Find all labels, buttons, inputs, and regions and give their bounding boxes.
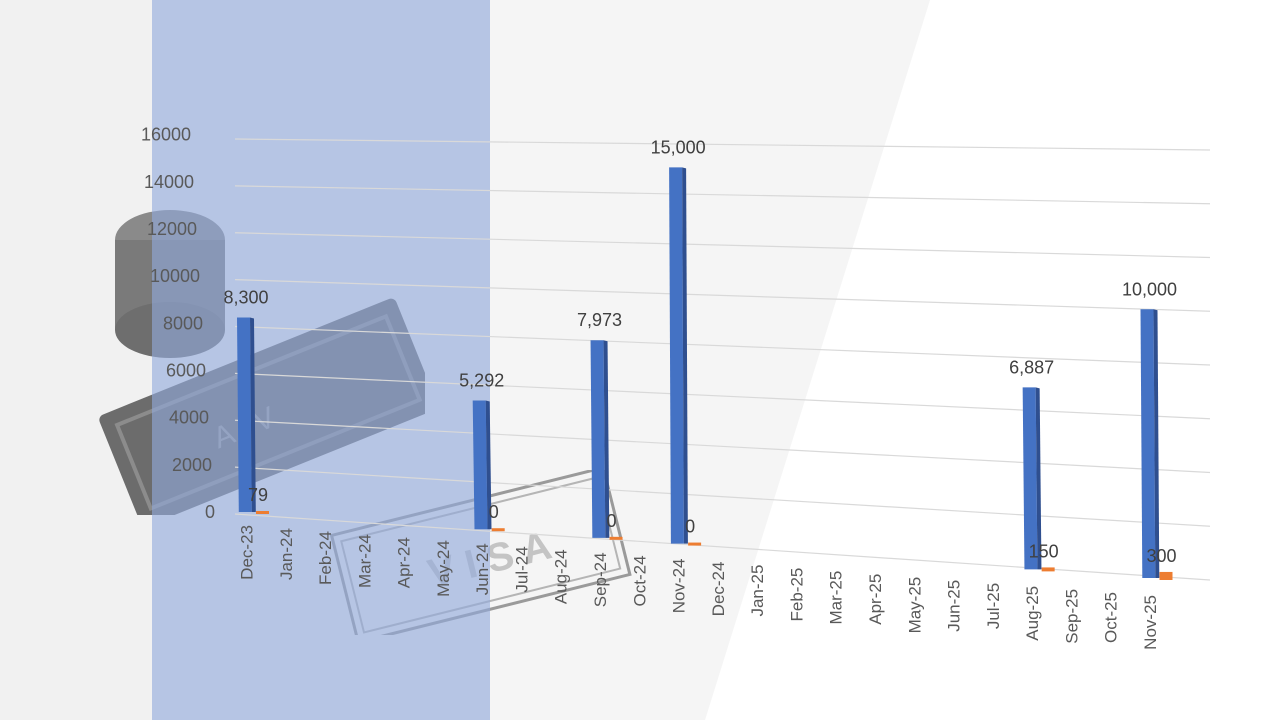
y-tick-label: 10000 [150, 266, 200, 286]
y-tick-label: 8000 [163, 313, 203, 333]
gridline [234, 419, 1211, 474]
x-tick-label: Dec-24 [709, 562, 728, 617]
bar-side [682, 167, 688, 544]
data-label-189: 6,887 [1009, 357, 1054, 377]
bar-side [1035, 387, 1042, 570]
data-label-189: 5,292 [459, 370, 504, 390]
x-tick-label: Feb-25 [787, 568, 806, 622]
y-tick-label: 4000 [169, 408, 209, 428]
x-tick-label: Jul-24 [512, 546, 531, 592]
y-tick-label: 16000 [141, 125, 191, 145]
x-tick-label: Nov-24 [670, 558, 689, 613]
data-label-491: 300 [1146, 546, 1176, 566]
blue-overlay-panel [152, 0, 490, 720]
bar-series-189[interactable] [590, 340, 606, 538]
gridline [234, 466, 1211, 527]
bar-side [1153, 309, 1160, 578]
y-tick-label: 6000 [166, 360, 206, 380]
y-tick-label: 2000 [172, 455, 212, 475]
bar-series-491[interactable] [1041, 567, 1055, 572]
gridline [234, 232, 1211, 259]
legend-swatch-orange-icon [647, 670, 657, 680]
data-labels: 8,300 79 5,292 0 7,973 0 15,000 0 6,887 150 10,000… [223, 137, 1177, 566]
y-tick-label: 0 [205, 502, 215, 522]
gridline [234, 185, 1211, 205]
legend-item-491[interactable] [647, 670, 662, 680]
x-tick-label: Aug-25 [1023, 586, 1042, 641]
bar-series-189[interactable] [472, 400, 488, 530]
x-tick-label: May-25 [905, 577, 924, 634]
bar-series-491[interactable] [1159, 571, 1173, 580]
legend-item-189[interactable] [618, 670, 633, 680]
data-label-491: 150 [1029, 541, 1059, 561]
x-tick-label: Apr-25 [866, 574, 885, 625]
legend-swatch-blue-icon [618, 670, 628, 680]
bars [237, 167, 1173, 580]
x-tick-label: Jun-25 [945, 580, 964, 632]
bar-series-491[interactable] [609, 536, 623, 540]
x-tick-label: Apr-24 [395, 537, 414, 588]
x-tick-label: Aug-24 [552, 549, 571, 604]
x-tick-label: Oct-25 [1102, 592, 1121, 643]
bar-series-189[interactable] [669, 167, 684, 544]
bar-side [603, 340, 610, 538]
bar-series-491[interactable] [688, 542, 702, 546]
bar-series-189[interactable] [237, 317, 252, 512]
y-tick-label: 12000 [147, 219, 197, 239]
x-tick-label: Jan-24 [277, 528, 296, 580]
bar-series-491[interactable] [491, 528, 505, 532]
bar-side [485, 400, 492, 530]
x-tick-label: Sep-24 [591, 552, 610, 607]
gridline [234, 279, 1211, 312]
x-tick-label: Dec-23 [237, 525, 256, 580]
data-label-189: 7,973 [577, 310, 622, 330]
bar-series-189[interactable] [1140, 309, 1156, 578]
data-label-491: 0 [489, 502, 499, 522]
x-tick-label: Oct-24 [630, 555, 649, 606]
chart-legend [0, 665, 1280, 685]
data-label-189: 15,000 [651, 137, 706, 157]
data-label-189: 10,000 [1122, 279, 1177, 299]
gridline [234, 138, 1211, 151]
gridlines [234, 138, 1211, 581]
bar-series-189[interactable] [1022, 387, 1038, 570]
x-axis-labels: Dec-23 Jan-24 Feb-24 Mar-24 Apr-24 May-24 Jun-… [237, 525, 1160, 650]
y-tick-label: 14000 [144, 172, 194, 192]
x-tick-label: Jul-25 [984, 583, 1003, 629]
bar-series-491[interactable] [256, 511, 269, 514]
x-tick-label: Mar-24 [355, 534, 374, 588]
x-tick-label: Nov-25 [1141, 595, 1160, 650]
y-axis-labels: 0 2000 4000 6000 8000 10000 12000 14000 16000 [141, 125, 215, 522]
x-tick-label: May-24 [434, 540, 453, 597]
x-tick-label: Feb-24 [316, 531, 335, 585]
data-label-491: 79 [248, 485, 268, 505]
x-tick-label: Jan-25 [748, 565, 767, 617]
data-label-189: 8,300 [223, 287, 268, 307]
data-label-491: 0 [685, 517, 695, 537]
x-tick-label: Jun-24 [473, 543, 492, 595]
x-tick-label: Mar-25 [827, 571, 846, 625]
gridline [234, 325, 1211, 366]
bar-side [250, 317, 256, 512]
data-label-491: 0 [607, 511, 617, 531]
gridline [234, 372, 1211, 420]
x-tick-label: Sep-25 [1062, 589, 1081, 644]
